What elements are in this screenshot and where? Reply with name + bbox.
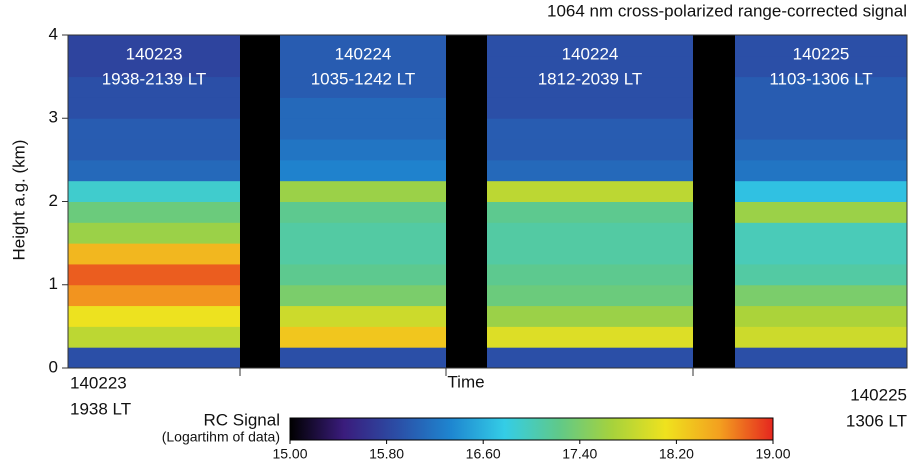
heatmap-cell xyxy=(68,284,240,307)
heatmap-cell xyxy=(735,76,907,98)
colorbar-tick-label: 15.00 xyxy=(272,446,307,462)
heatmap-cell xyxy=(735,222,907,244)
panel-label: 140225 xyxy=(793,44,850,63)
colorbar-tick-label: 19.00 xyxy=(755,446,790,462)
panel-label: 140224 xyxy=(562,44,619,63)
colorbar xyxy=(289,417,774,441)
colorbar-tick-label: 16.60 xyxy=(466,446,501,462)
heatmap-cell xyxy=(68,35,240,57)
heatmap-cell xyxy=(280,159,446,182)
heatmap-cell xyxy=(68,180,240,202)
heatmap-cell xyxy=(487,243,693,265)
heatmap-cell xyxy=(487,222,693,244)
heatmap-cell xyxy=(735,326,907,348)
heatmap-cell xyxy=(68,305,240,327)
heatmap-cell xyxy=(735,347,907,369)
chart-title: 1064 nm cross-polarized range-corrected … xyxy=(547,1,907,20)
heatmap-cell xyxy=(735,97,907,119)
heatmap-cell xyxy=(280,305,446,327)
heatmap-cell xyxy=(280,201,446,223)
heatmap-cell xyxy=(735,118,907,140)
heatmap-cell xyxy=(487,97,693,119)
heatmap-cell xyxy=(68,159,240,182)
heatmap-cell xyxy=(280,243,446,265)
heatmap-cell xyxy=(68,76,240,98)
y-tick-label: 4 xyxy=(49,24,58,43)
heatmap-cell xyxy=(735,201,907,223)
heatmap-cell xyxy=(68,326,240,348)
panel-label: 1812-2039 LT xyxy=(538,69,643,88)
heatmap-cell xyxy=(280,118,446,140)
heatmap-cell xyxy=(735,263,907,286)
heatmap-cell xyxy=(280,76,446,98)
heatmap-cell xyxy=(487,35,693,57)
colorbar-tick-label: 15.80 xyxy=(369,446,404,462)
heatmap-cell xyxy=(68,347,240,369)
heatmap-cell xyxy=(487,118,693,140)
panel-label: 1938-2139 LT xyxy=(102,69,207,88)
heatmap-cell xyxy=(487,76,693,98)
heatmap-cell xyxy=(280,222,446,244)
heatmap-cell xyxy=(68,263,240,286)
heatmap-cell xyxy=(487,326,693,348)
y-axis-label: Height a.g. (km) xyxy=(9,140,28,261)
heatmap-cell xyxy=(735,35,907,57)
heatmap-cell xyxy=(487,139,693,161)
heatmap-cell xyxy=(735,284,907,307)
heatmap-cell xyxy=(487,201,693,223)
y-tick-label: 2 xyxy=(49,191,58,210)
colorbar-tick-label: 18.20 xyxy=(659,446,694,462)
heatmap-cell xyxy=(68,201,240,223)
y-tick-label: 0 xyxy=(49,357,58,376)
heatmap-cell xyxy=(487,159,693,182)
heatmap-cell xyxy=(68,243,240,265)
heatmap-cell xyxy=(487,284,693,307)
x-end-label: 1306 LT xyxy=(846,411,907,430)
heatmap-cell xyxy=(735,159,907,182)
heatmap-cell xyxy=(487,347,693,369)
heatmap-cell xyxy=(280,97,446,119)
heatmap-cell xyxy=(280,284,446,307)
y-tick-label: 1 xyxy=(49,274,58,293)
y-tick-label: 3 xyxy=(49,108,58,127)
x-start-label: 140223 xyxy=(70,373,127,392)
heatmap-cell xyxy=(735,55,907,78)
heatmap-cell xyxy=(280,326,446,348)
x-end-label: 140225 xyxy=(850,385,907,404)
colorbar-subtitle: (Logartihm of data) xyxy=(162,429,280,445)
heatmap-cell xyxy=(735,243,907,265)
heatmap-cell xyxy=(735,180,907,202)
heatmap-cell xyxy=(280,180,446,202)
heatmap-cell xyxy=(487,305,693,327)
heatmap-cell xyxy=(68,97,240,119)
heatmap-cell xyxy=(280,55,446,78)
heatmap-cell xyxy=(68,139,240,161)
heatmap-cell xyxy=(735,305,907,327)
x-start-label: 1938 LT xyxy=(70,399,131,418)
colorbar-tick-label: 17.40 xyxy=(562,446,597,462)
heatmap-cell xyxy=(735,139,907,161)
panel-label: 1035-1242 LT xyxy=(311,69,416,88)
heatmap-cell xyxy=(68,222,240,244)
heatmap-cell xyxy=(280,35,446,57)
panel-label: 1103-1306 LT xyxy=(769,69,872,88)
heatmap-cell xyxy=(487,55,693,78)
heatmap-cell xyxy=(68,55,240,78)
x-axis-label: Time xyxy=(447,372,484,391)
heatmap-cell xyxy=(280,139,446,161)
colorbar-title: RC Signal xyxy=(203,410,280,429)
panel-label: 140223 xyxy=(126,44,183,63)
heatmap-cell xyxy=(487,180,693,202)
heatmap-cell xyxy=(280,263,446,286)
heatmap-cell xyxy=(280,347,446,369)
heatmap-cell xyxy=(68,118,240,140)
heatmap-cell xyxy=(487,263,693,286)
panel-label: 140224 xyxy=(335,44,392,63)
